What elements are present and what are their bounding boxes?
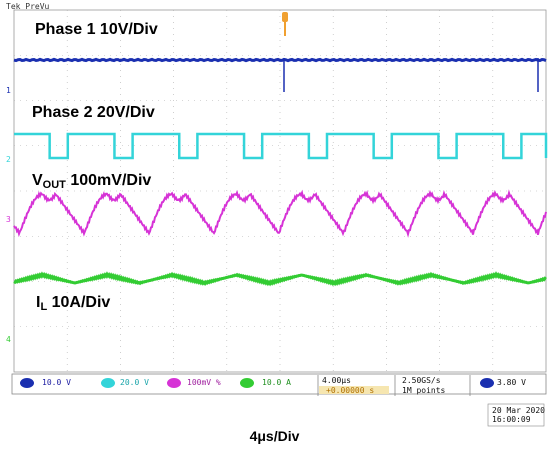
vout-label-scale: 100mV/Div — [65, 172, 152, 189]
trigger-position-marker — [282, 12, 288, 36]
ch4-status-indicator[interactable] — [240, 378, 254, 388]
phase2-label: Phase 2 20V/Div — [32, 104, 155, 121]
il-label: IL 10A/Div — [36, 294, 110, 313]
trigger-level[interactable]: 3.80 V — [497, 378, 526, 387]
ch3-ground-marker[interactable]: 3 — [6, 215, 11, 224]
ch1-ground-marker[interactable]: 1 — [6, 86, 11, 95]
timebase-label: 4μs/Div — [249, 428, 300, 444]
il-label-scale: 10A/Div — [47, 294, 111, 311]
vout-label-sub: OUT — [42, 179, 66, 191]
ch3-scale[interactable]: 100mV % — [187, 378, 221, 387]
brand-label: Tek PreVu — [6, 2, 50, 11]
capture-date: 20 Mar 2020 — [492, 406, 545, 415]
ch2-scale[interactable]: 20.0 V — [120, 378, 149, 387]
trigger-source-indicator[interactable] — [480, 378, 494, 388]
record-length: 1M points — [402, 386, 446, 395]
phase1-label: Phase 1 10V/Div — [35, 21, 158, 38]
ch2-ground-marker[interactable]: 2 — [6, 155, 11, 164]
time-per-div[interactable]: 4.00μs — [322, 376, 351, 385]
il-label-main: I — [36, 294, 41, 311]
ch4-scale[interactable]: 10.0 A — [262, 378, 291, 387]
il-label-sub: L — [40, 301, 48, 313]
sample-rate: 2.50GS/s — [402, 376, 441, 385]
ch1-scale[interactable]: 10.0 V — [42, 378, 71, 387]
ch1-status-indicator[interactable] — [20, 378, 34, 388]
trigger-position[interactable]: +0.00000 s — [326, 386, 375, 395]
trigger-offset-box — [319, 386, 389, 394]
phase2-trace — [14, 132, 548, 160]
vout-label: VOUT 100mV/Div — [32, 172, 151, 191]
status-bar — [11, 373, 547, 395]
ch3-status-indicator[interactable] — [167, 378, 181, 388]
phase1-trace — [13, 57, 547, 63]
ch2-status-indicator[interactable] — [101, 378, 115, 388]
capture-time: 16:00:09 — [492, 415, 531, 424]
ch4-ground-marker[interactable]: 4 — [6, 335, 11, 344]
graticule — [13, 9, 547, 373]
inductor-current-trace — [13, 271, 547, 287]
vout-label-main: V — [32, 172, 43, 189]
vout-trace — [13, 189, 547, 238]
date-box — [487, 403, 545, 427]
